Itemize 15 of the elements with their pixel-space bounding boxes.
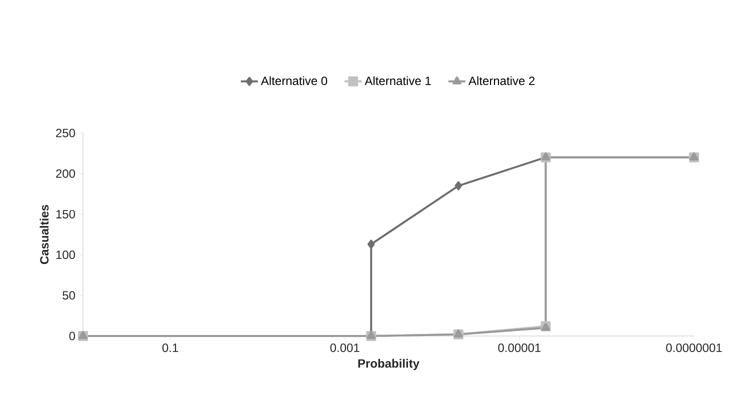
legend-label: Alternative 2 [468, 76, 535, 86]
y-tick-label: 100 [56, 250, 76, 260]
y-axis-title: Casualties [40, 204, 49, 264]
x-tick-label: 0.001 [330, 344, 360, 352]
x-tick-label: 0.00001 [498, 344, 541, 352]
x-tick-label: 0.1 [162, 344, 178, 352]
y-tick-label: 50 [62, 291, 76, 300]
x-tick-label: 0.0000001 [666, 344, 722, 352]
y-tick-label: 200 [56, 169, 76, 178]
y-tick-label: 0 [69, 332, 76, 340]
y-tick-label: 250 [56, 128, 76, 138]
y-tick-label: 150 [56, 210, 76, 218]
legend-label: Alternative 1 [364, 76, 431, 86]
legend-label: Alternative 0 [260, 76, 328, 86]
x-axis-title: Probability [358, 358, 420, 370]
